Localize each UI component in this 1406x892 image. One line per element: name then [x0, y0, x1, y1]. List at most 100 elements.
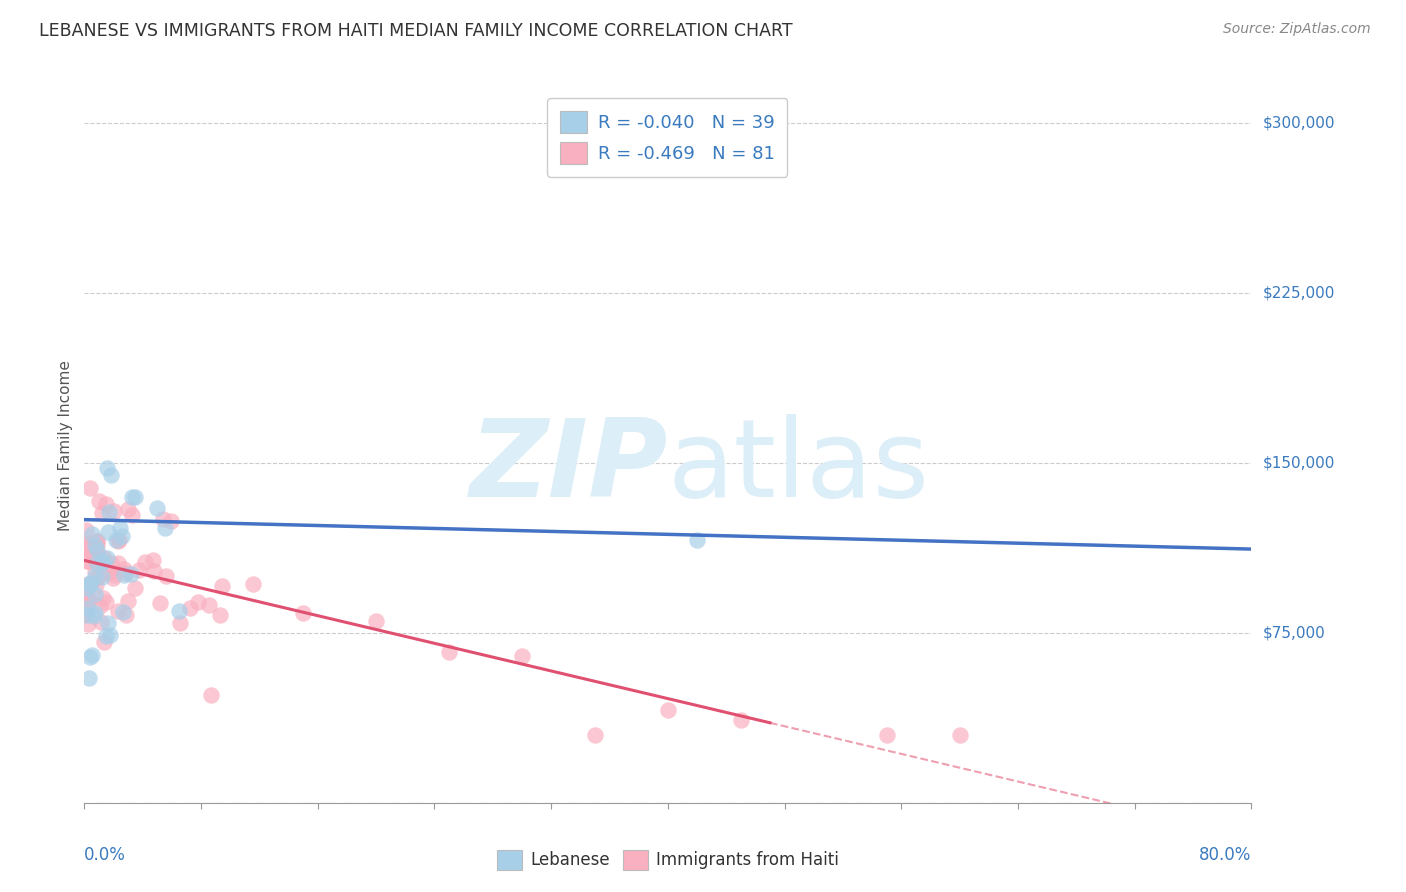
- Point: [200, 688, 222, 702]
- Point: [198, 598, 221, 612]
- Point: [134, 555, 156, 569]
- Point: [90, 554, 112, 568]
- Point: [112, 562, 135, 576]
- Point: [115, 566, 138, 581]
- Point: [583, 728, 606, 742]
- Point: [686, 533, 709, 548]
- Point: [103, 568, 125, 582]
- Point: [86, 538, 108, 552]
- Point: [86, 571, 108, 585]
- Point: [75, 607, 97, 621]
- Point: [96, 550, 118, 565]
- Point: [76, 536, 98, 550]
- Point: [83, 606, 105, 620]
- Point: [103, 504, 125, 518]
- Point: [89, 599, 111, 613]
- Text: ZIP: ZIP: [470, 415, 668, 520]
- Point: [96, 629, 118, 643]
- Point: [75, 584, 97, 599]
- Point: [83, 587, 105, 601]
- Point: [876, 728, 898, 742]
- Point: [90, 567, 112, 582]
- Point: [107, 556, 129, 570]
- Point: [143, 564, 166, 578]
- Point: [82, 549, 104, 564]
- Point: [111, 606, 134, 620]
- Point: [86, 533, 108, 548]
- Y-axis label: Median Family Income: Median Family Income: [58, 360, 73, 532]
- Text: 0.0%: 0.0%: [84, 846, 127, 863]
- Point: [149, 596, 172, 610]
- Point: [117, 501, 139, 516]
- Point: [152, 512, 174, 526]
- Text: $150,000: $150,000: [1263, 456, 1334, 470]
- Point: [76, 539, 98, 553]
- Point: [86, 544, 108, 558]
- Point: [79, 575, 101, 590]
- Point: [84, 569, 107, 583]
- Point: [108, 533, 131, 547]
- Point: [77, 671, 100, 685]
- Point: [79, 577, 101, 591]
- Point: [86, 557, 108, 571]
- Point: [112, 568, 135, 582]
- Point: [124, 490, 146, 504]
- Point: [83, 538, 105, 552]
- Point: [76, 553, 98, 567]
- Text: 80.0%: 80.0%: [1199, 846, 1251, 863]
- Point: [101, 571, 124, 585]
- Text: atlas: atlas: [668, 415, 929, 520]
- Point: [98, 628, 121, 642]
- Text: $300,000: $300,000: [1263, 116, 1336, 131]
- Point: [77, 576, 100, 591]
- Point: [124, 582, 146, 596]
- Point: [100, 557, 122, 571]
- Point: [76, 608, 98, 623]
- Point: [115, 607, 138, 622]
- Point: [366, 615, 388, 629]
- Point: [730, 714, 752, 728]
- Point: [93, 634, 115, 648]
- Point: [121, 490, 143, 504]
- Point: [948, 728, 970, 742]
- Point: [179, 600, 201, 615]
- Point: [121, 508, 143, 522]
- Point: [96, 497, 118, 511]
- Point: [292, 607, 315, 621]
- Point: [142, 553, 165, 567]
- Point: [76, 553, 98, 567]
- Point: [107, 604, 129, 618]
- Text: Source: ZipAtlas.com: Source: ZipAtlas.com: [1223, 22, 1371, 37]
- Point: [169, 615, 191, 630]
- Point: [83, 545, 105, 559]
- Point: [111, 529, 134, 543]
- Point: [86, 543, 108, 558]
- Point: [83, 542, 105, 557]
- Point: [89, 552, 111, 566]
- Point: [437, 645, 460, 659]
- Point: [76, 541, 98, 555]
- Point: [98, 566, 121, 580]
- Text: LEBANESE VS IMMIGRANTS FROM HAITI MEDIAN FAMILY INCOME CORRELATION CHART: LEBANESE VS IMMIGRANTS FROM HAITI MEDIAN…: [39, 22, 793, 40]
- Point: [79, 481, 101, 495]
- Point: [89, 494, 111, 508]
- Point: [208, 607, 231, 622]
- Point: [77, 541, 100, 555]
- Legend: Lebanese, Immigrants from Haiti: Lebanese, Immigrants from Haiti: [489, 843, 846, 877]
- Point: [76, 585, 98, 599]
- Point: [100, 467, 122, 482]
- Point: [160, 515, 183, 529]
- Point: [80, 527, 103, 541]
- Point: [77, 595, 100, 609]
- Point: [90, 615, 112, 629]
- Point: [155, 569, 177, 583]
- Point: [105, 533, 128, 547]
- Point: [77, 617, 100, 632]
- Point: [91, 591, 114, 606]
- Point: [167, 604, 190, 618]
- Text: $225,000: $225,000: [1263, 285, 1334, 301]
- Point: [657, 702, 679, 716]
- Point: [117, 594, 139, 608]
- Point: [146, 501, 169, 516]
- Point: [90, 506, 112, 520]
